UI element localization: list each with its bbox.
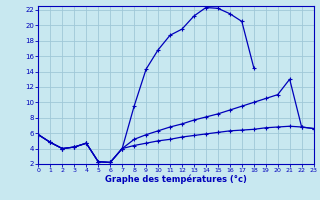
X-axis label: Graphe des températures (°c): Graphe des températures (°c) [105,175,247,184]
